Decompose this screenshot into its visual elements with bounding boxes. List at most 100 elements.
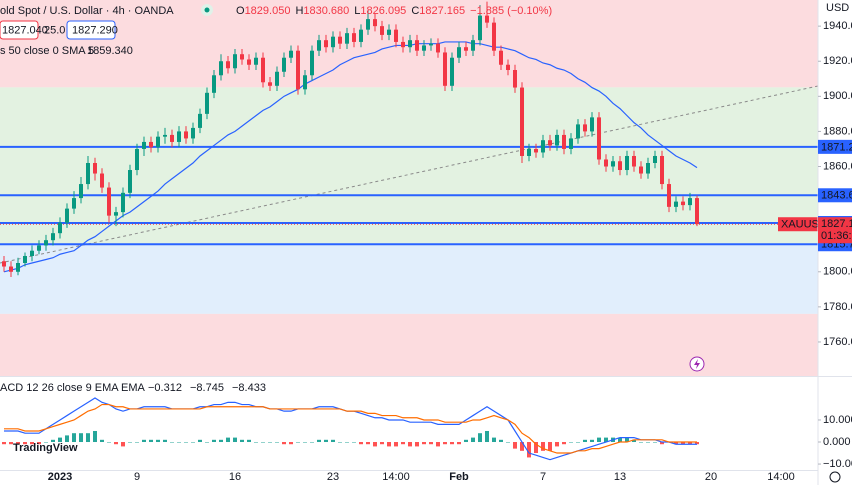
candle-body <box>268 82 272 86</box>
macd-histogram-bar <box>478 433 482 443</box>
macd-histogram-bar <box>233 437 237 443</box>
macd-histogram-bar <box>226 437 230 443</box>
macd-histogram-bar <box>100 439 104 443</box>
candle-body <box>492 22 496 51</box>
legend: old Spot / U.S. Dollar · 4h · OANDA O182… <box>0 2 849 454</box>
ohlc-key: H <box>295 5 303 17</box>
logo[interactable]: TradingView <box>13 442 78 454</box>
status-dot <box>204 7 210 13</box>
candle-body <box>198 113 202 128</box>
macd-histogram-bar <box>149 439 153 443</box>
macd-histogram-bar <box>142 439 146 443</box>
buy-price[interactable]: 1827.290 <box>72 24 118 36</box>
macd-histogram-bar <box>443 442 447 445</box>
candle-body <box>688 198 692 206</box>
x-tick-label: 2023 <box>48 471 72 483</box>
macd-histogram-bar <box>2 442 6 445</box>
macd-histogram-bar <box>506 442 510 443</box>
sell-price[interactable]: 1827.040 <box>2 24 48 36</box>
macd-histogram-bar <box>499 439 503 443</box>
macd-histogram-bar <box>331 439 335 443</box>
macd-histogram-bar <box>184 442 188 443</box>
macd-histogram-bar <box>387 442 391 447</box>
candle-body <box>380 26 384 35</box>
macd-histogram-bar <box>646 442 650 443</box>
candle-body <box>604 159 608 167</box>
candle-body <box>401 41 405 48</box>
macd-histogram-bar <box>345 442 349 443</box>
macd-histogram-bar <box>520 442 524 451</box>
y-tick-label: 1780.00 <box>823 301 852 313</box>
y-tick-label: 1920.00 <box>823 55 852 67</box>
macd-histogram-bar <box>16 442 20 445</box>
candle-body <box>450 57 454 86</box>
y-tick-label: 1800.00 <box>823 266 852 278</box>
candle-body <box>128 170 132 193</box>
macd-histogram-bar <box>366 442 370 445</box>
candle-body <box>590 117 594 132</box>
candle-body <box>156 136 160 148</box>
macd-histogram-bar <box>205 442 209 443</box>
macd-histogram-bar <box>156 439 160 443</box>
candle-body <box>100 173 104 188</box>
macd-readout: −0.312 <box>148 382 182 394</box>
macd-histogram-bar <box>128 442 132 443</box>
macd-histogram-bar <box>625 437 629 443</box>
indicator-title: s 50 close 0 SMA 5 <box>0 45 94 57</box>
zone <box>0 244 818 314</box>
candle-body <box>583 124 587 132</box>
macd-histogram-bar <box>23 442 27 445</box>
buy-button[interactable] <box>66 20 116 40</box>
candle-body <box>660 155 664 185</box>
candle-body <box>184 131 188 139</box>
candle-body <box>233 54 237 69</box>
candle-body <box>65 208 69 223</box>
candle-body <box>534 148 538 153</box>
candle-body <box>625 155 629 171</box>
ohlc-value: 1829.050 <box>245 5 291 17</box>
candle-body <box>205 92 209 114</box>
macd-histogram-bar <box>429 442 433 445</box>
macd-histogram-bar <box>352 442 356 443</box>
macd-histogram-bar <box>450 442 454 445</box>
macd-histogram-bar <box>688 442 692 445</box>
macd-histogram-bar <box>653 442 657 443</box>
sell-button[interactable] <box>0 20 39 40</box>
candle-body <box>639 166 643 174</box>
macd-histogram-bar <box>457 442 461 445</box>
macd-histogram-bar <box>639 442 643 443</box>
macd-histogram-bar <box>30 442 34 445</box>
macd-histogram-bar <box>681 442 685 445</box>
candle-body <box>114 212 118 216</box>
candle-body <box>2 261 6 267</box>
macd-histogram-bar <box>485 430 489 443</box>
macd-histogram-bar <box>58 437 62 443</box>
symbol-tag-text: XAUUSD <box>781 219 827 231</box>
candle-body <box>37 245 41 251</box>
ohlc-change: −1.885 (−0.10%) <box>470 5 552 17</box>
candle-body <box>58 222 62 234</box>
macd-readout: −8.745 <box>190 382 224 394</box>
alert-bolt <box>694 359 700 369</box>
candle-body <box>93 162 97 174</box>
macd-histogram-bar <box>324 439 328 443</box>
candle-body <box>121 192 125 213</box>
macd-histogram-bar <box>296 442 300 443</box>
candle-body <box>681 201 685 206</box>
candle-body <box>366 19 370 30</box>
candle-body <box>485 15 489 23</box>
ohlc-value: 1830.680 <box>303 5 349 17</box>
macd-histogram-bar <box>261 442 265 443</box>
macd-histogram-bar <box>562 442 566 445</box>
macd-histogram-bar <box>72 433 76 443</box>
macd-histogram-bar <box>380 442 384 445</box>
sma-line <box>3 41 698 273</box>
candle-body <box>527 148 531 156</box>
x-tick-label: 14:00 <box>382 471 410 483</box>
macd-histogram-bar <box>289 442 293 445</box>
candle-body <box>282 57 286 72</box>
ohlc-key: L <box>354 5 360 17</box>
x-tick-label: 23 <box>327 471 339 483</box>
